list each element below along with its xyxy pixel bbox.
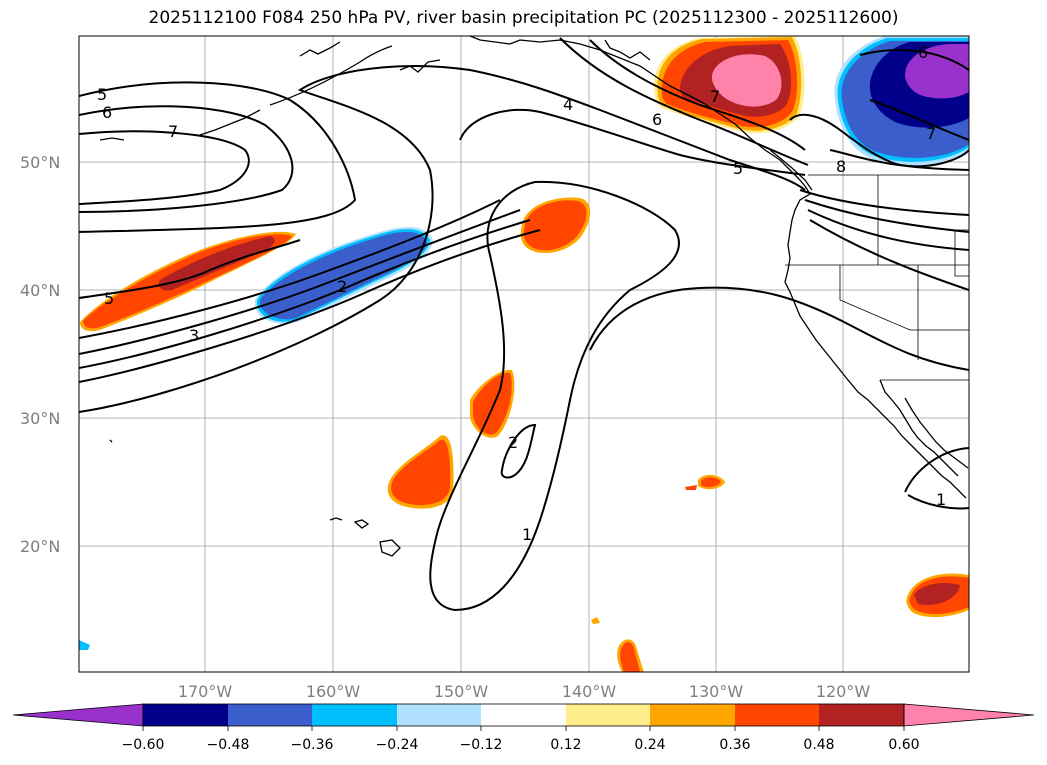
colorbar-tick-label: 0.12 (550, 737, 581, 753)
colorbar-extend-max (903, 703, 1035, 727)
colorbar-segment (228, 704, 312, 726)
colorbar-segment (481, 704, 566, 726)
plot-frame (78, 35, 970, 673)
lat-label: 30°N (20, 409, 60, 428)
contour-label: 7 (710, 87, 720, 106)
colorbar-segment (735, 704, 819, 726)
contour-label: 1 (522, 525, 532, 544)
colorbar-segment (566, 704, 650, 726)
lon-label: 140°W (562, 682, 617, 701)
contour-label: 6 (918, 43, 928, 62)
colorbar-segment (143, 704, 228, 726)
precip-shading (79, 36, 969, 672)
contour-label: 4 (563, 95, 573, 114)
lon-label: 130°W (689, 682, 744, 701)
contour-label: 6 (102, 103, 112, 122)
colorbar-tick-label: −0.60 (122, 737, 165, 753)
colorbar-extend-min (12, 703, 144, 727)
contour-label: 5 (97, 85, 107, 104)
map-title: 2025112100 F084 250 hPa PV, river basin … (148, 8, 899, 28)
colorbar: −0.60 −0.48 −0.36 −0.24 −0.12 0.12 0.24 … (12, 703, 1035, 753)
colorbar-frame (142, 703, 905, 727)
colorbar-segment (312, 704, 397, 726)
contour-label: 5 (104, 289, 114, 308)
longitude-labels: 170°W 160°W 150°W 140°W 130°W 120°W (178, 682, 871, 701)
gridlines (79, 36, 969, 672)
contour-label: 2 (337, 277, 347, 296)
lat-label: 40°N (20, 281, 60, 300)
colorbar-tick-label: 0.36 (719, 737, 750, 753)
contour-label: 7 (168, 122, 178, 141)
lon-label: 120°W (816, 682, 871, 701)
colorbar-tick-label: 0.60 (888, 737, 919, 753)
contour-labels: 5 6 7 5 3 2 4 6 7 5 8 6 7 2 1 1 (97, 43, 946, 544)
colorbar-segment (819, 704, 904, 726)
lat-label: 50°N (20, 153, 60, 172)
contour-label: 2 (508, 433, 518, 452)
political-borders (785, 174, 969, 381)
colorbar-segment (650, 704, 735, 726)
lon-label: 160°W (306, 682, 361, 701)
contour-label: 7 (926, 124, 936, 143)
colorbar-tick-label: −0.36 (291, 737, 334, 753)
lon-label: 170°W (178, 682, 233, 701)
lat-label: 20°N (20, 537, 60, 556)
colorbar-tick-label: 0.48 (803, 737, 834, 753)
colorbar-tick-label: −0.12 (460, 737, 503, 753)
colorbar-tick-label: −0.48 (207, 737, 250, 753)
colorbar-tick-label: 0.24 (634, 737, 665, 753)
contour-label: 6 (652, 110, 662, 129)
contour-label: 5 (733, 159, 743, 178)
colorbar-tick-label: −0.24 (376, 737, 419, 753)
lon-label: 150°W (434, 682, 489, 701)
contour-label: 8 (836, 157, 846, 176)
contour-label: 3 (189, 326, 199, 345)
colorbar-segment (397, 704, 481, 726)
coastlines (99, 36, 969, 557)
pv-contours (79, 37, 969, 612)
contour-label: 1 (936, 490, 946, 509)
latitude-labels: 50°N 40°N 30°N 20°N (20, 153, 60, 556)
